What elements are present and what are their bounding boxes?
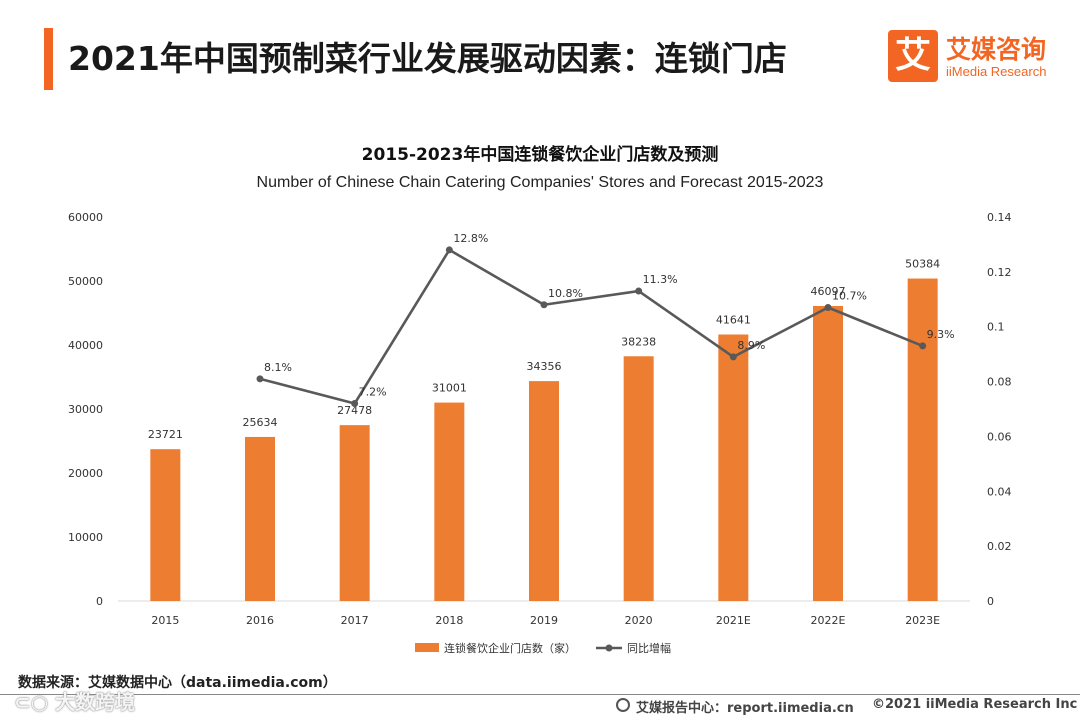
y-left-tick-label: 50000 [68,275,103,288]
y-right-tick-label: 0.08 [987,376,1012,389]
title-accent-bar [44,28,53,90]
x-tick-label: 2023E [905,614,940,627]
bar-2022E [813,305,843,601]
growth-point-2020 [635,287,643,295]
growth-value-label: 12.8% [453,232,488,245]
growth-point-2021E [729,353,737,361]
bar-2017 [339,425,370,601]
bar-value-label: 27478 [337,404,372,417]
bar-value-label: 38238 [621,335,656,348]
growth-value-label: 10.8% [548,287,583,300]
y-left-tick-label: 20000 [68,467,103,480]
x-tick-label: 2019 [530,614,558,627]
bar-value-label: 46097 [811,285,846,298]
bar-2023E [907,278,938,601]
growth-point-2016 [256,375,264,383]
globe-icon [616,698,630,712]
x-tick-label: 2018 [435,614,463,627]
y-right-tick-label: 0.12 [987,266,1012,279]
bar-value-label: 31001 [432,382,467,395]
logo-chinese-name: 艾媒咨询 [946,35,1047,64]
growth-point-2017 [351,400,359,408]
x-tick-label: 2021E [716,614,751,627]
chart-title: 2015-2023年中国连锁餐饮企业门店数及预测 [361,145,719,165]
footer-divider [0,694,1080,695]
legend-bar-swatch [415,643,439,652]
watermark: ⊂○ 大数跨境 [14,690,136,714]
growth-value-label: 7.2% [359,386,387,399]
legend-bar-label: 连锁餐饮企业门店数（家） [444,641,576,655]
y-right-tick-label: 0.06 [987,430,1012,443]
y-left-tick-label: 40000 [68,339,103,352]
data-source: 数据来源：艾媒数据中心（data.iimedia.com） [18,675,337,691]
page-title: 2021年中国预制菜行业发展驱动因素：连锁门店 [68,39,787,78]
growth-point-2018 [445,246,453,254]
chart-subtitle: Number of Chinese Chain Catering Compani… [256,174,824,191]
y-right-tick-label: 0.1 [987,321,1005,334]
legend-line-marker [605,644,613,652]
growth-line [259,248,924,405]
bar-value-label: 41641 [716,313,751,326]
bar-2018 [434,402,465,601]
copyright: ©2021 iiMedia Research Inc [872,697,1078,712]
logo-english-name: iiMedia Research [946,64,1047,79]
legend-line-label: 同比增幅 [627,641,671,655]
growth-value-label: 9.3% [927,328,955,341]
x-tick-label: 2022E [811,614,846,627]
x-tick-label: 2016 [246,614,274,627]
bar-2015 [150,449,181,601]
growth-value-label: 10.7% [832,290,867,303]
growth-value-label: 8.1% [264,361,292,374]
y-left-tick-label: 60000 [68,211,103,224]
y-right-tick-label: 0.04 [987,485,1012,498]
y-left-tick-label: 30000 [68,403,103,416]
growth-value-label: 8.9% [737,339,765,352]
y-right-tick-label: 0.14 [987,211,1012,224]
x-tick-label: 2017 [341,614,369,627]
growth-point-2022E [824,304,832,312]
y-right-tick-label: 0.02 [987,540,1012,553]
bar-value-label: 25634 [243,416,278,429]
logo-mark: 艾 [888,30,938,82]
growth-value-label: 11.3% [643,273,678,286]
bar-2016 [245,436,275,601]
growth-point-2019 [540,301,548,309]
growth-point-2023E [919,342,927,350]
bar-value-label: 50384 [905,258,940,271]
x-tick-label: 2015 [151,614,179,627]
y-right-tick-label: 0 [987,595,994,608]
bar-2019 [529,381,559,601]
report-center-link[interactable]: 艾媒报告中心：report.iimedia.cn [636,701,854,716]
bar-value-label: 34356 [527,360,562,373]
bar-2021E [718,334,749,601]
bar-value-label: 23721 [148,428,183,441]
y-left-tick-label: 10000 [68,531,103,544]
x-tick-label: 2020 [625,614,653,627]
bar-2020 [623,356,654,601]
y-left-tick-label: 0 [96,595,103,608]
iimedia-logo: 艾 艾媒咨询 iiMedia Research [888,30,1064,86]
